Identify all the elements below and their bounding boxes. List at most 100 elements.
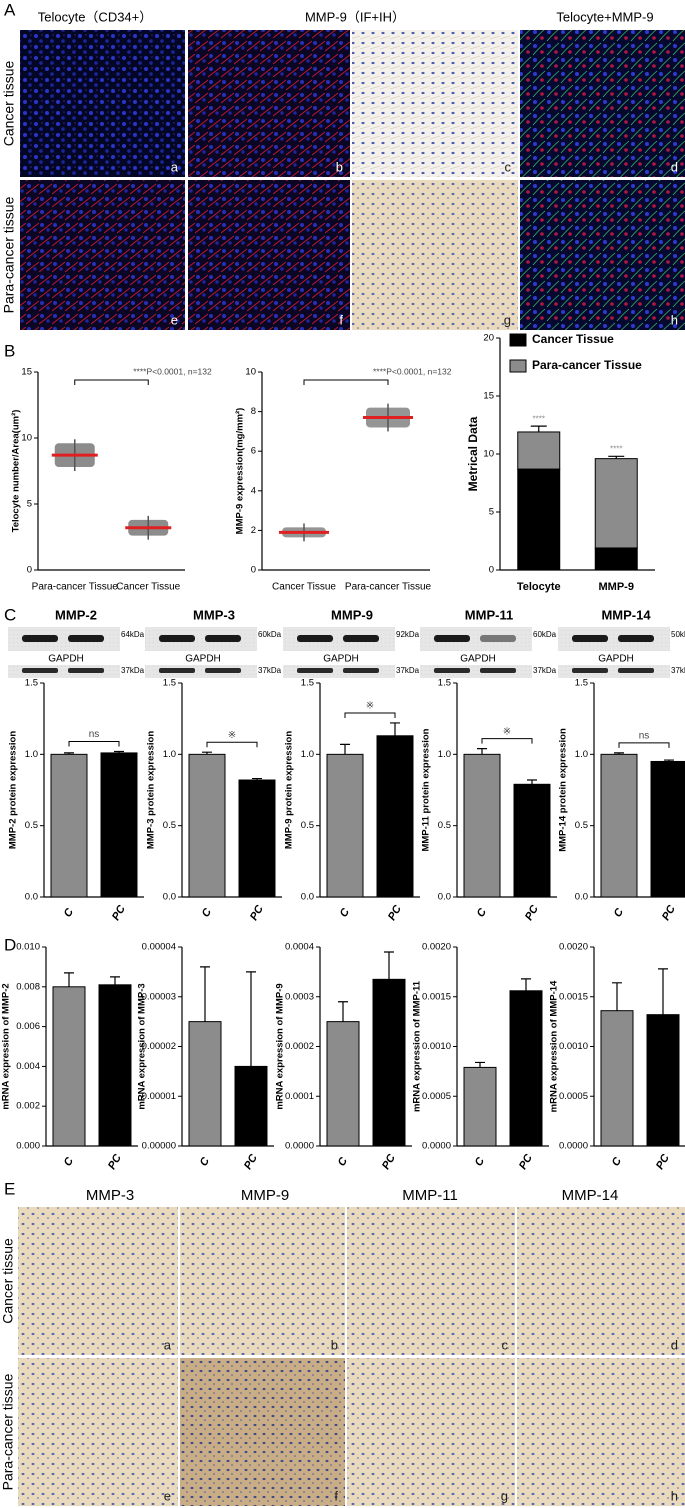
bar bbox=[600, 1010, 634, 1147]
bar bbox=[376, 735, 414, 898]
chart-title: MMP-9 bbox=[331, 607, 373, 622]
blot-band bbox=[159, 635, 195, 642]
y-tick-label: 6 bbox=[251, 446, 256, 457]
y-tick-label: 0.0 bbox=[25, 892, 38, 903]
significance-label: ns bbox=[639, 731, 650, 742]
x-tick-label: Para-cancer Tissue bbox=[345, 582, 432, 593]
x-tick-label: C bbox=[62, 906, 77, 920]
y-tick-label: 0.0001 bbox=[285, 1091, 314, 1102]
blot-band bbox=[297, 635, 333, 642]
bar bbox=[234, 1065, 268, 1147]
chart-title: MMP-2 bbox=[55, 607, 97, 622]
y-tick-label: 1.0 bbox=[163, 749, 176, 760]
bar bbox=[646, 1014, 680, 1147]
image-letter: c bbox=[505, 159, 512, 174]
x-tick-label: PC bbox=[110, 902, 129, 922]
image-letter: g bbox=[501, 1488, 508, 1503]
column-header: MMP-14 bbox=[562, 1187, 619, 1204]
error-bar bbox=[340, 743, 350, 755]
column-header: MMP-3 bbox=[86, 1187, 134, 1204]
band-size: 60kDa bbox=[533, 630, 557, 639]
bar bbox=[188, 753, 226, 898]
y-tick-label: 0 bbox=[489, 565, 494, 576]
band-size: 37kDa bbox=[671, 666, 685, 675]
panel-label: E bbox=[4, 1179, 15, 1198]
band-size: 37kDa bbox=[121, 666, 145, 675]
y-tick-label: 1.5 bbox=[575, 678, 588, 689]
y-tick-label: 0.0005 bbox=[422, 1091, 451, 1102]
bar bbox=[52, 986, 86, 1147]
panel-label: C bbox=[4, 605, 16, 624]
significance-label: ※ bbox=[503, 726, 511, 737]
x-tick-label: C bbox=[198, 1155, 213, 1169]
band-size: 37kDa bbox=[533, 666, 557, 675]
y-tick-label: 1.0 bbox=[25, 749, 38, 760]
y-tick-label: 0.0003 bbox=[285, 991, 314, 1002]
y-tick-label: 0.5 bbox=[301, 820, 314, 831]
micrograph bbox=[180, 1358, 345, 1506]
error-bar bbox=[664, 759, 674, 762]
image-letter: h bbox=[671, 312, 678, 327]
bar bbox=[372, 978, 406, 1147]
y-tick-label: 5 bbox=[489, 507, 494, 518]
y-tick-label: 0.0010 bbox=[559, 1041, 588, 1052]
y-axis-title: MMP-11 protein expression bbox=[421, 728, 432, 851]
y-tick-label: 0.5 bbox=[575, 820, 588, 831]
y-tick-label: 0.0 bbox=[301, 892, 314, 903]
error-bar bbox=[200, 966, 210, 1022]
x-tick-label: PC bbox=[106, 1151, 125, 1171]
column-header: MMP-11 bbox=[402, 1187, 458, 1204]
row-label: Cancer tissue bbox=[0, 1238, 16, 1324]
blot-band bbox=[343, 668, 379, 673]
blot-band bbox=[22, 668, 58, 673]
control-name: GAPDH bbox=[460, 654, 496, 665]
image-letter: b bbox=[331, 1337, 338, 1352]
image-letter: d bbox=[671, 1337, 678, 1352]
y-tick-label: 0.008 bbox=[16, 981, 40, 992]
y-tick-label: 4 bbox=[251, 485, 256, 496]
blot-band bbox=[572, 668, 608, 673]
significance-label: **** bbox=[533, 414, 545, 423]
y-tick-label: 0.5 bbox=[25, 820, 38, 831]
error-bar bbox=[530, 425, 547, 432]
x-tick-label: C bbox=[338, 906, 353, 920]
y-tick-label: 1.0 bbox=[575, 749, 588, 760]
y-axis-title: mRNA expression of MMP-2 bbox=[1, 983, 12, 1109]
error-bar bbox=[114, 750, 124, 753]
micrograph bbox=[352, 180, 518, 330]
micrograph bbox=[520, 30, 685, 177]
y-axis-title: Metrical Data bbox=[466, 416, 480, 491]
image-letter: a bbox=[164, 1337, 172, 1352]
micrograph bbox=[20, 180, 185, 330]
significance-label: ****P<0.0001, n=132 bbox=[133, 366, 212, 376]
control-name: GAPDH bbox=[185, 654, 221, 665]
y-tick-label: 0.004 bbox=[16, 1061, 40, 1072]
y-tick-label: 0.0020 bbox=[559, 942, 588, 953]
micrograph bbox=[188, 180, 350, 330]
chart-title: MMP-14 bbox=[601, 607, 651, 622]
y-tick-label: 2 bbox=[251, 525, 256, 536]
x-tick-label: PC bbox=[660, 902, 679, 922]
y-tick-label: 15 bbox=[483, 391, 494, 402]
y-tick-label: 10 bbox=[245, 367, 256, 378]
panel-label: D bbox=[4, 935, 16, 954]
y-tick-label: 0.0000 bbox=[559, 1141, 588, 1152]
x-tick-label: C bbox=[610, 1155, 625, 1169]
y-tick-label: 10 bbox=[21, 433, 32, 444]
image-letter: a bbox=[171, 159, 179, 174]
y-tick-label: 1.5 bbox=[301, 678, 314, 689]
y-tick-label: 0.5 bbox=[438, 820, 451, 831]
y-tick-label: 0.010 bbox=[16, 942, 40, 953]
bar bbox=[50, 753, 88, 898]
blot-band bbox=[205, 635, 241, 642]
blot-band bbox=[68, 668, 104, 673]
error-bar bbox=[252, 777, 262, 781]
y-tick-label: 0.0010 bbox=[422, 1041, 451, 1052]
error-bar bbox=[658, 968, 668, 1015]
chart-title: MMP-3 bbox=[193, 607, 235, 622]
y-tick-label: 0.00004 bbox=[142, 942, 176, 953]
y-tick-label: 5 bbox=[27, 499, 32, 510]
column-header: MMP-9（IF+IH） bbox=[305, 9, 405, 24]
y-tick-label: 0.0004 bbox=[285, 942, 314, 953]
y-axis-title: mRNA expression of MMP-14 bbox=[549, 980, 560, 1112]
